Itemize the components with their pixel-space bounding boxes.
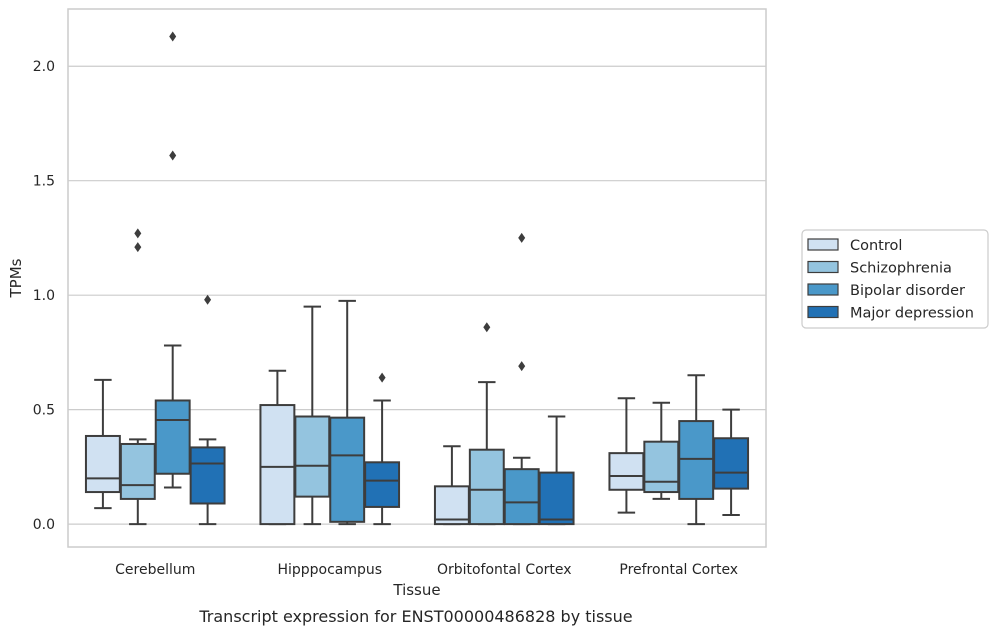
y-tick-label: 0.5 <box>33 403 55 419</box>
box-control <box>259 369 296 526</box>
box-iqr <box>538 471 575 526</box>
outlier-point <box>169 31 177 42</box>
box-iqr <box>189 446 226 505</box>
legend-swatch <box>807 283 839 296</box>
outlier-point <box>518 232 526 243</box>
y-axis-ticks: 0.0 0.5 1.0 1.5 2.0 <box>33 59 55 533</box>
box-bipolar-disorder <box>154 31 191 489</box>
box-control <box>433 445 470 526</box>
box-schizophrenia <box>468 322 505 526</box>
box-iqr <box>468 448 505 526</box>
box-major-depression <box>538 415 575 526</box>
box-schizophrenia <box>643 401 680 500</box>
outlier-point <box>483 322 491 333</box>
box-control <box>608 397 645 514</box>
box-bipolar-disorder <box>678 374 715 526</box>
box-schizophrenia <box>119 228 156 526</box>
box-iqr <box>84 434 121 494</box>
x-tick-label: Cerebellum <box>115 562 195 578</box>
legend-entry: Control <box>850 238 902 254</box>
box-major-depression <box>713 408 750 516</box>
y-tick-label: 2.0 <box>33 59 55 75</box>
legend-swatch <box>807 260 839 274</box>
legend-entry: Bipolar disorder <box>850 283 965 299</box>
legend-entry: Schizophrenia <box>850 261 952 277</box>
box-iqr <box>678 420 715 500</box>
plot-frame <box>67 8 767 548</box>
x-axis-ticks: Cerebellum Hipppocampus Orbitofontal Corte… <box>115 562 738 578</box>
y-tick-label: 1.5 <box>33 174 55 190</box>
box-iqr <box>643 440 680 494</box>
box-iqr <box>364 461 401 508</box>
box-schizophrenia <box>294 305 331 526</box>
box-iqr <box>294 415 331 498</box>
box-bipolar-disorder <box>503 232 540 526</box>
outlier-point <box>204 294 212 305</box>
y-axis-label: TPMs <box>7 258 25 298</box>
chart-caption: Transcript expression for ENST0000048682… <box>198 607 632 626</box>
outlier-point <box>378 372 386 383</box>
outlier-point <box>518 361 526 372</box>
box-iqr <box>119 442 156 500</box>
x-tick-label: Orbitofontal Cortex <box>437 562 572 578</box>
box-iqr <box>713 437 750 490</box>
box-major-depression <box>189 294 226 526</box>
box-iqr <box>259 404 296 526</box>
box-major-depression <box>364 372 401 526</box>
box-iqr <box>433 485 470 526</box>
x-axis-label: Tissue <box>392 581 440 599</box>
x-tick-label: Hipppocampus <box>277 562 382 578</box>
legend-swatch <box>807 238 839 251</box>
box-bipolar-disorder <box>329 299 366 526</box>
box-iqr <box>154 399 191 475</box>
x-tick-label: Prefrontal Cortex <box>619 562 738 578</box>
legend-entry: Major depression <box>850 306 974 322</box>
outlier-point <box>134 242 142 253</box>
box-iqr <box>503 468 540 526</box>
outlier-point <box>134 228 142 239</box>
box-plot-area <box>84 31 750 526</box>
box-iqr <box>608 452 645 491</box>
box-iqr <box>329 416 366 523</box>
legend-frame <box>801 229 989 329</box>
outlier-point <box>169 150 177 161</box>
box-control <box>84 378 121 510</box>
legend-swatch <box>807 305 839 319</box>
y-tick-label: 0.0 <box>33 517 55 533</box>
legend: Control Schizophrenia Bipolar disorder Majo… <box>801 229 989 329</box>
y-tick-label: 1.0 <box>33 288 55 304</box>
